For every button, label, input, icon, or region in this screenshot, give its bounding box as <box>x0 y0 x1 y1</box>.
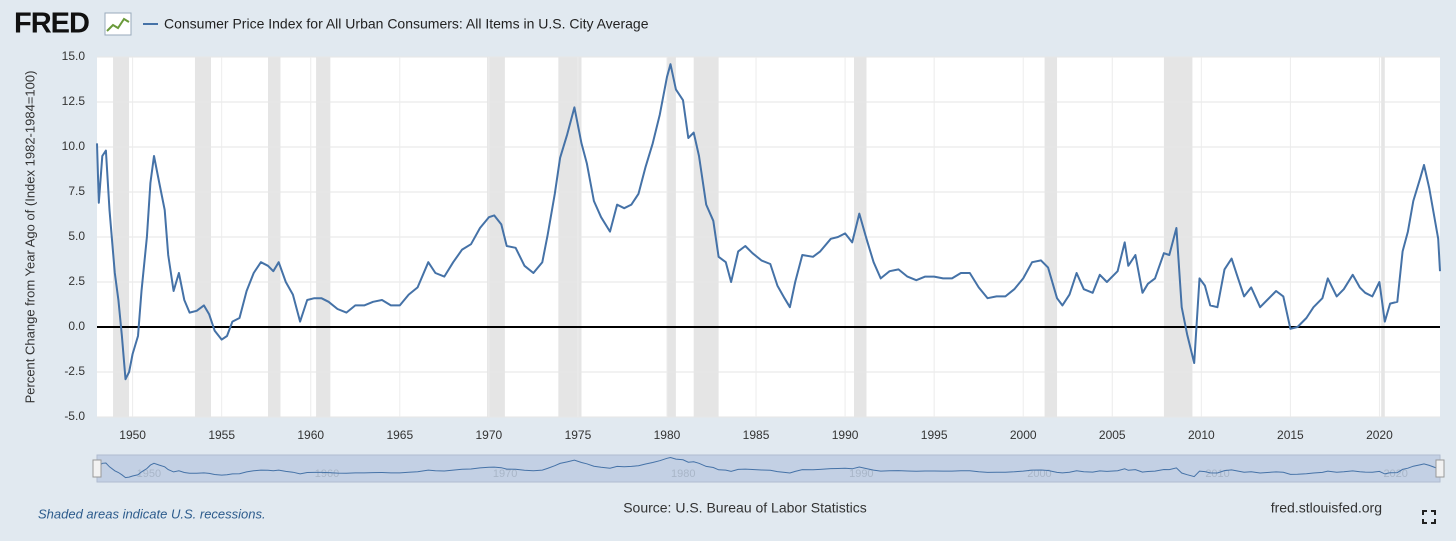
navigator-tick-label: 1970 <box>493 468 517 480</box>
y-tick-label: -2.5 <box>64 364 85 378</box>
navigator-tick-label: 2010 <box>1205 468 1229 480</box>
y-tick-label: 15.0 <box>62 49 86 63</box>
navigator-line <box>96 456 1441 479</box>
logo-icon <box>104 12 132 36</box>
y-tick-label: 5.0 <box>68 229 85 243</box>
x-tick-label: 1980 <box>654 428 681 442</box>
legend-label: Consumer Price Index for All Urban Consu… <box>164 16 649 32</box>
navigator-handle[interactable] <box>1435 459 1445 478</box>
x-tick-label: 2000 <box>1010 428 1037 442</box>
navigator <box>96 454 1441 483</box>
y-tick-label: 10.0 <box>62 139 86 153</box>
navigator-tick-label: 2000 <box>1027 468 1051 480</box>
navigator-tick-label: 1990 <box>849 468 873 480</box>
x-tick-label: 1975 <box>565 428 592 442</box>
navigator-tick-label: 1960 <box>315 468 339 480</box>
navigator-tick-label: 1980 <box>671 468 695 480</box>
series-line <box>96 63 1441 381</box>
logo: FRED <box>14 8 89 40</box>
x-tick-label: 1965 <box>386 428 413 442</box>
x-tick-label: 1995 <box>921 428 948 442</box>
site-link[interactable]: fred.stlouisfed.org <box>1271 500 1382 516</box>
navigator-tick-label: 1950 <box>137 468 161 480</box>
y-axis-label: Percent Change from Year Ago of (Index 1… <box>22 71 37 404</box>
y-tick-label: 2.5 <box>68 274 85 288</box>
recession-note: Shaded areas indicate U.S. recessions. <box>38 506 266 521</box>
x-tick-label: 2015 <box>1277 428 1304 442</box>
fullscreen-icon[interactable] <box>1422 510 1436 524</box>
x-tick-label: 2010 <box>1188 428 1215 442</box>
y-tick-label: 12.5 <box>62 94 86 108</box>
x-tick-label: 1950 <box>119 428 146 442</box>
x-tick-label: 1955 <box>208 428 235 442</box>
y-tick-label: -5.0 <box>64 409 85 423</box>
x-tick-label: 1990 <box>832 428 859 442</box>
source: Source: U.S. Bureau of Labor Statistics <box>623 500 867 516</box>
x-tick-label: 2020 <box>1366 428 1393 442</box>
y-tick-label: 7.5 <box>68 184 85 198</box>
y-tick-label: 0.0 <box>68 319 85 333</box>
x-tick-label: 2005 <box>1099 428 1126 442</box>
x-tick-label: 1970 <box>476 428 503 442</box>
x-tick-label: 1960 <box>297 428 324 442</box>
x-tick-label: 1985 <box>743 428 770 442</box>
navigator-handle[interactable] <box>92 459 102 478</box>
navigator-tick-label: 2020 <box>1383 468 1407 480</box>
